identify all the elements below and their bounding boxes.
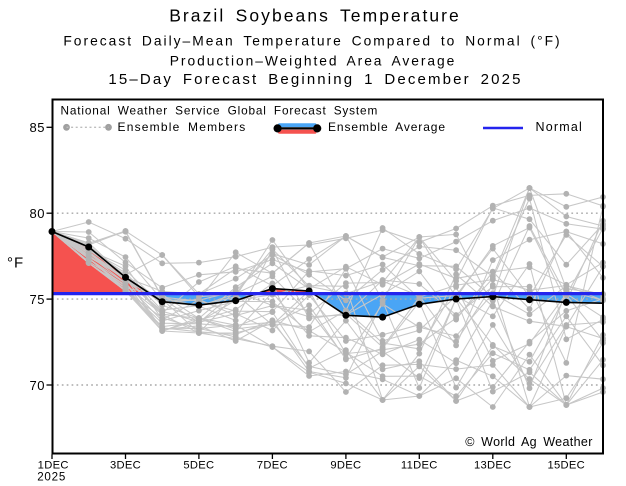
svg-text:Ensemble Members: Ensemble Members bbox=[118, 120, 247, 134]
svg-text:15DEC: 15DEC bbox=[548, 460, 586, 472]
svg-text:Forecast Daily–Mean Temperatur: Forecast Daily–Mean Temperature Compared… bbox=[63, 34, 561, 49]
svg-text:70: 70 bbox=[30, 378, 45, 393]
svg-text:3DEC: 3DEC bbox=[110, 460, 141, 472]
svg-text:85: 85 bbox=[30, 120, 45, 135]
svg-text:11DEC: 11DEC bbox=[401, 460, 438, 472]
svg-text:15–Day Forecast Beginning 1 De: 15–Day Forecast Beginning 1 December 202… bbox=[108, 71, 522, 88]
svg-text:Normal: Normal bbox=[536, 120, 583, 134]
svg-text:°F: °F bbox=[7, 255, 24, 272]
svg-text:80: 80 bbox=[30, 206, 45, 221]
svg-text:© World Ag Weather: © World Ag Weather bbox=[465, 435, 592, 449]
svg-text:Brazil Soybeans Temperature: Brazil Soybeans Temperature bbox=[169, 6, 461, 26]
svg-text:13DEC: 13DEC bbox=[474, 460, 512, 472]
svg-text:Ensemble Average: Ensemble Average bbox=[328, 120, 446, 134]
svg-text:5DEC: 5DEC bbox=[183, 460, 214, 472]
svg-text:1DEC: 1DEC bbox=[38, 460, 69, 472]
svg-text:75: 75 bbox=[30, 292, 45, 307]
svg-text:7DEC: 7DEC bbox=[257, 460, 288, 472]
svg-text:9DEC: 9DEC bbox=[330, 460, 361, 472]
svg-text:National Weather Service Globa: National Weather Service Global Forecast… bbox=[61, 104, 379, 118]
svg-text:2025: 2025 bbox=[37, 471, 66, 484]
svg-text:Production–Weighted Area Avera: Production–Weighted Area Average bbox=[170, 54, 457, 69]
